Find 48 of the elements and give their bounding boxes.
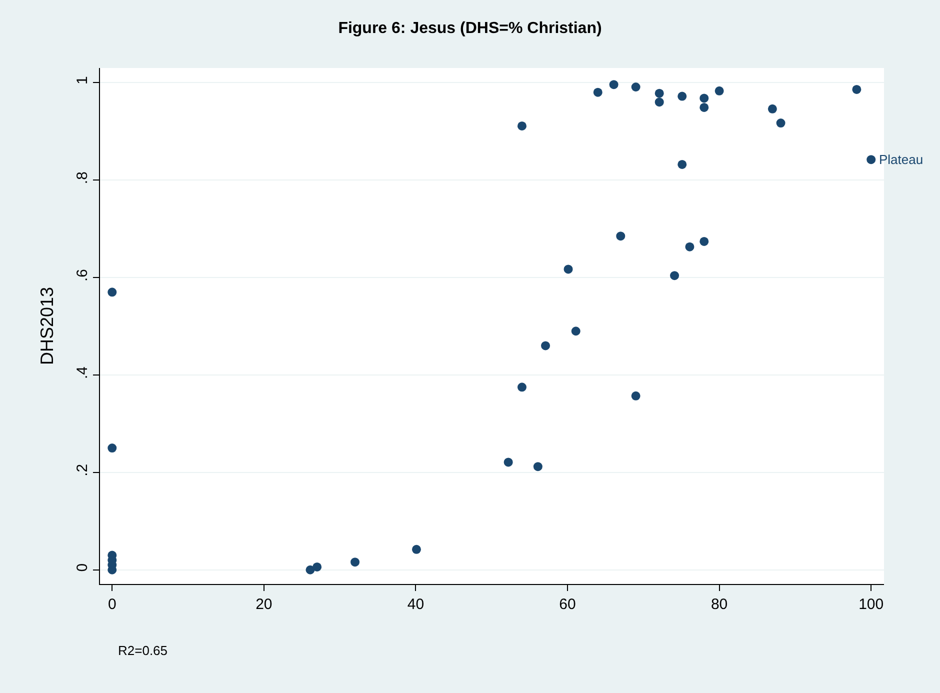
point [593,88,602,97]
point [631,391,640,400]
x-tick-label: 0 [108,596,116,613]
point [631,82,640,92]
y-tick-label: 0 [74,563,91,572]
point [685,242,694,252]
text: R2=0.65 [118,643,168,658]
point [504,458,513,467]
point [571,326,580,336]
point [700,94,709,103]
x-tick-label: 20 [256,596,272,613]
point [412,544,421,554]
point [564,264,573,274]
y-tick-label: .8 [74,172,91,184]
point [852,84,862,94]
annotation: Plateau [879,152,924,167]
point [541,341,550,350]
chart-title: Figure 6: Jesus (DHS=% Christian) [338,20,602,38]
y-tick-label: .2 [74,464,91,476]
y-tick-label: 1 [74,76,91,85]
point [700,236,709,246]
point [616,232,626,241]
point [108,288,117,297]
point [866,155,876,164]
point [654,88,664,98]
y-tick-label: .6 [74,269,91,282]
point [517,121,526,130]
point [533,462,542,472]
x-tick-label: 100 [858,596,884,613]
point [768,104,777,114]
point [517,382,526,392]
point [609,80,618,90]
point [776,118,786,128]
point [678,92,687,101]
point [714,86,724,96]
point [306,565,315,574]
point [700,102,709,112]
point [670,271,680,280]
point [678,160,687,169]
y-axis-title: DHS2013 [37,286,58,366]
x-tick-label: 60 [559,596,576,613]
point [350,558,360,567]
x-tick-label: 80 [710,596,728,613]
point [654,98,664,107]
point [108,444,117,453]
point [312,562,322,572]
x-tick-label: 40 [407,596,424,613]
y-tick-label: .4 [74,366,91,379]
